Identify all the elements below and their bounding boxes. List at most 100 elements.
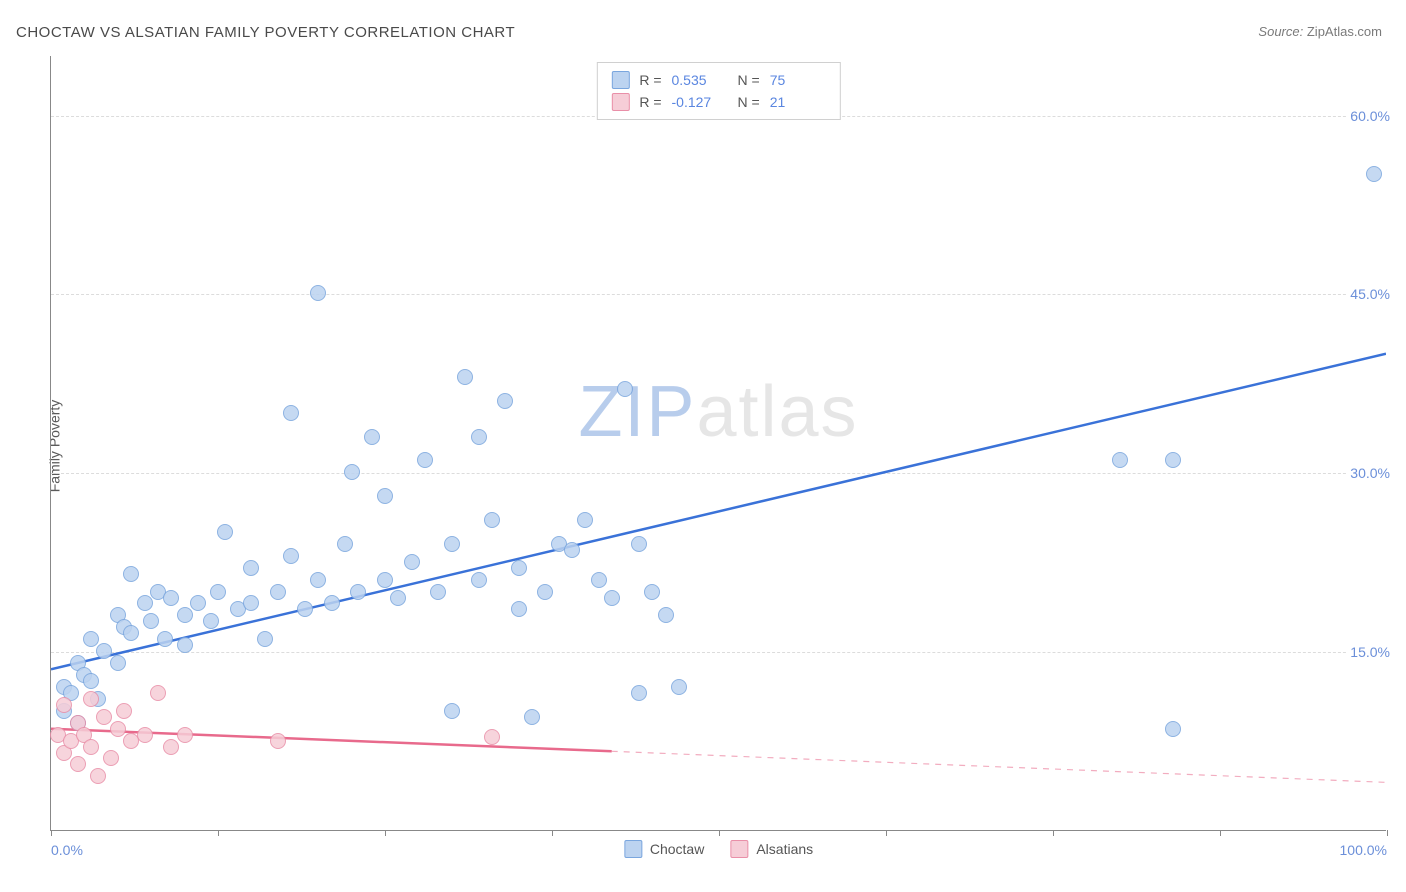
data-point-alsatians: [56, 697, 72, 713]
data-point-choctaw: [283, 548, 299, 564]
x-tick-mark: [552, 830, 553, 836]
data-point-choctaw: [564, 542, 580, 558]
source-value: ZipAtlas.com: [1307, 24, 1382, 39]
data-point-alsatians: [137, 727, 153, 743]
correlation-legend: R = 0.535 N = 75 R = -0.127 N = 21: [596, 62, 840, 120]
data-point-alsatians: [83, 691, 99, 707]
legend-row-choctaw: R = 0.535 N = 75: [611, 69, 825, 91]
legend-n-label: N =: [738, 94, 760, 110]
y-tick-label: 60.0%: [1346, 108, 1394, 124]
data-point-choctaw: [177, 637, 193, 653]
y-tick-label: 15.0%: [1346, 644, 1394, 660]
data-point-choctaw: [631, 685, 647, 701]
data-point-alsatians: [163, 739, 179, 755]
data-point-choctaw: [471, 572, 487, 588]
data-point-choctaw: [337, 536, 353, 552]
data-point-choctaw: [484, 512, 500, 528]
data-point-alsatians: [116, 703, 132, 719]
data-point-choctaw: [283, 405, 299, 421]
legend-r-alsatians: -0.127: [672, 94, 728, 110]
x-tick-mark: [218, 830, 219, 836]
data-point-choctaw: [350, 584, 366, 600]
legend-n-choctaw: 75: [770, 72, 826, 88]
x-tick-mark: [51, 830, 52, 836]
data-point-choctaw: [157, 631, 173, 647]
data-point-choctaw: [270, 584, 286, 600]
data-point-choctaw: [644, 584, 660, 600]
x-tick-mark: [1387, 830, 1388, 836]
x-tick-mark: [1220, 830, 1221, 836]
data-point-choctaw: [631, 536, 647, 552]
watermark-atlas: atlas: [696, 372, 858, 452]
y-tick-label: 30.0%: [1346, 465, 1394, 481]
data-point-choctaw: [591, 572, 607, 588]
legend-label-choctaw: Choctaw: [650, 841, 704, 857]
x-tick-label-left: 0.0%: [51, 842, 83, 858]
data-point-choctaw: [537, 584, 553, 600]
source-attribution: Source: ZipAtlas.com: [1258, 24, 1382, 39]
legend-row-alsatians: R = -0.127 N = 21: [611, 91, 825, 113]
data-point-choctaw: [123, 625, 139, 641]
data-point-choctaw: [671, 679, 687, 695]
data-point-alsatians: [110, 721, 126, 737]
gridline: [51, 652, 1386, 653]
data-point-choctaw: [163, 590, 179, 606]
data-point-choctaw: [83, 673, 99, 689]
data-point-choctaw: [417, 452, 433, 468]
data-point-choctaw: [1165, 721, 1181, 737]
data-point-choctaw: [524, 709, 540, 725]
data-point-alsatians: [83, 739, 99, 755]
trend-line-choctaw: [51, 354, 1386, 670]
scatter-plot: ZIPatlas R = 0.535 N = 75 R = -0.127 N =…: [50, 56, 1386, 831]
data-point-choctaw: [257, 631, 273, 647]
data-point-choctaw: [471, 429, 487, 445]
data-point-alsatians: [96, 709, 112, 725]
data-point-alsatians: [177, 727, 193, 743]
legend-item-alsatians: Alsatians: [730, 840, 813, 858]
data-point-choctaw: [577, 512, 593, 528]
data-point-choctaw: [497, 393, 513, 409]
source-label: Source:: [1258, 24, 1303, 39]
data-point-alsatians: [70, 756, 86, 772]
swatch-alsatians: [730, 840, 748, 858]
data-point-choctaw: [658, 607, 674, 623]
chart-title: CHOCTAW VS ALSATIAN FAMILY POVERTY CORRE…: [16, 24, 515, 41]
data-point-choctaw: [1112, 452, 1128, 468]
legend-item-choctaw: Choctaw: [624, 840, 704, 858]
x-tick-label-right: 100.0%: [1340, 842, 1387, 858]
swatch-choctaw: [624, 840, 642, 858]
swatch-choctaw: [611, 71, 629, 89]
data-point-choctaw: [377, 572, 393, 588]
data-point-choctaw: [243, 560, 259, 576]
data-point-choctaw: [297, 601, 313, 617]
data-point-choctaw: [511, 601, 527, 617]
data-point-choctaw: [210, 584, 226, 600]
data-point-choctaw: [344, 464, 360, 480]
gridline: [51, 473, 1386, 474]
data-point-choctaw: [511, 560, 527, 576]
data-point-choctaw: [404, 554, 420, 570]
data-point-alsatians: [270, 733, 286, 749]
data-point-choctaw: [96, 643, 112, 659]
data-point-choctaw: [364, 429, 380, 445]
data-point-choctaw: [444, 536, 460, 552]
gridline: [51, 294, 1386, 295]
swatch-alsatians: [611, 93, 629, 111]
data-point-choctaw: [137, 595, 153, 611]
legend-label-alsatians: Alsatians: [756, 841, 813, 857]
x-tick-mark: [719, 830, 720, 836]
data-point-choctaw: [457, 369, 473, 385]
data-point-choctaw: [430, 584, 446, 600]
watermark-zip: ZIP: [578, 372, 696, 452]
series-legend: Choctaw Alsatians: [624, 840, 813, 858]
legend-n-alsatians: 21: [770, 94, 826, 110]
y-tick-label: 45.0%: [1346, 286, 1394, 302]
legend-r-label: R =: [639, 94, 661, 110]
data-point-choctaw: [83, 631, 99, 647]
data-point-alsatians: [103, 750, 119, 766]
x-tick-mark: [886, 830, 887, 836]
data-point-choctaw: [324, 595, 340, 611]
data-point-choctaw: [617, 381, 633, 397]
trend-lines: [51, 56, 1386, 830]
data-point-choctaw: [143, 613, 159, 629]
